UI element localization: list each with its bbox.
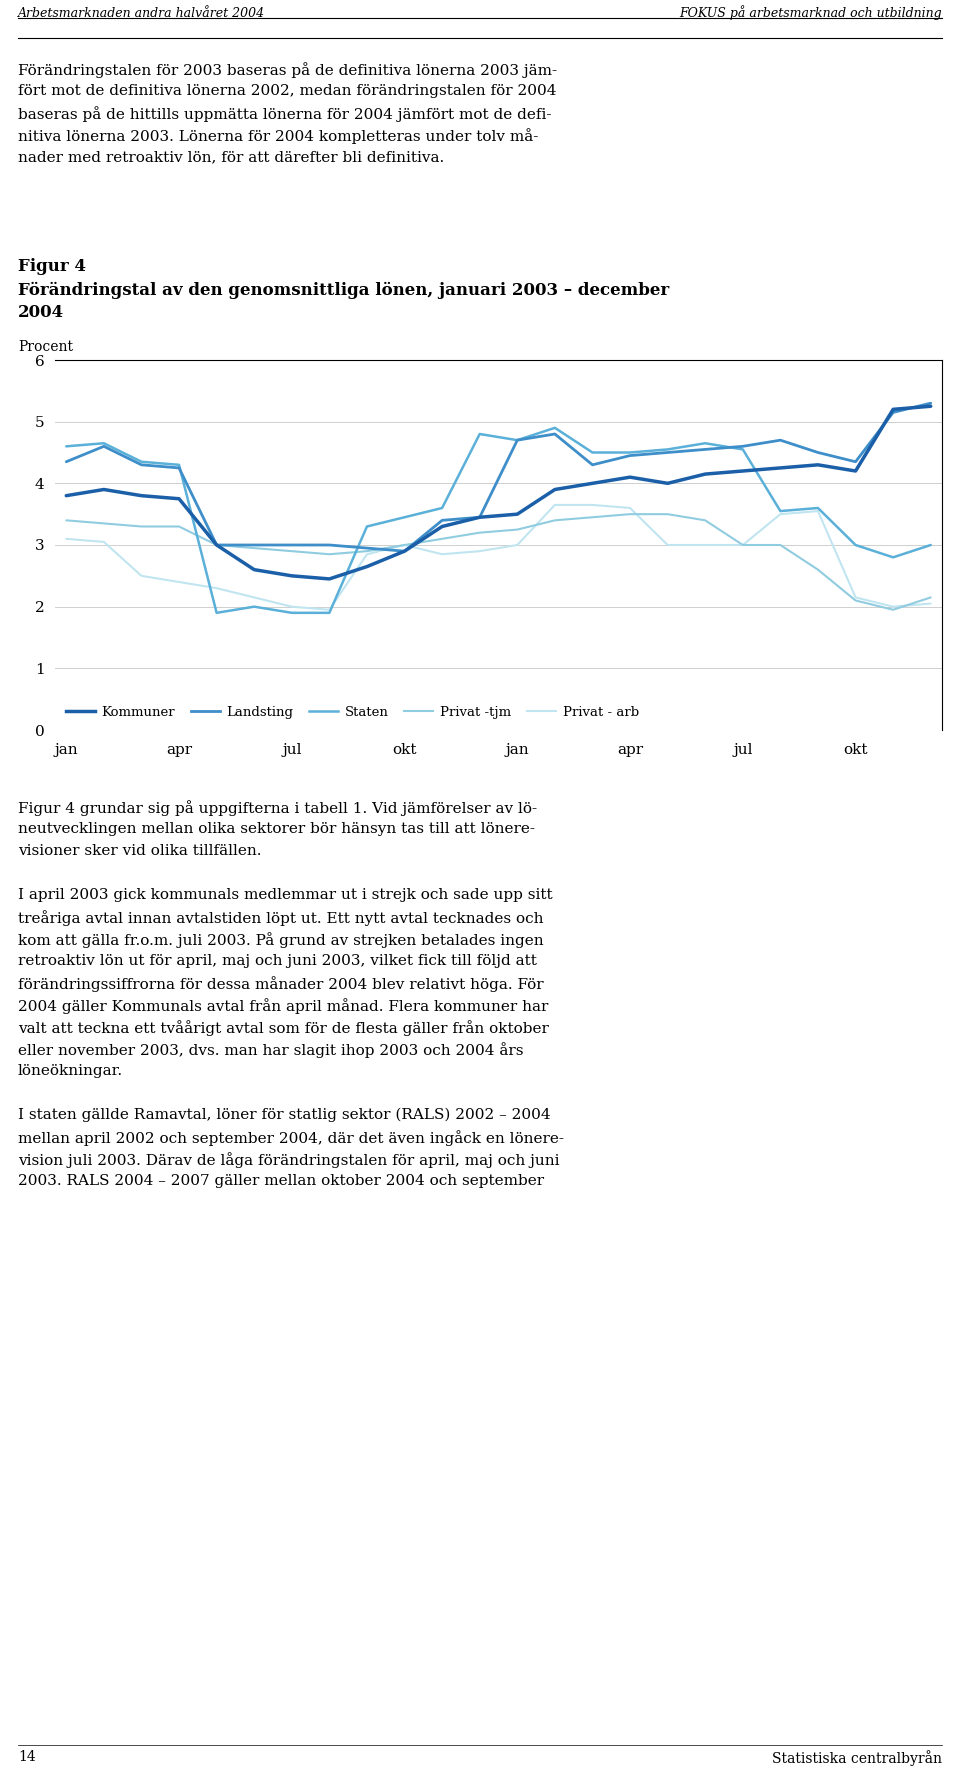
Text: nitiva lönerna 2003. Lönerna för 2004 kompletteras under tolv må-: nitiva lönerna 2003. Lönerna för 2004 ko… <box>18 128 539 144</box>
Text: neutvecklingen mellan olika sektorer bör hänsyn tas till att lönere-: neutvecklingen mellan olika sektorer bör… <box>18 823 535 837</box>
Text: eller november 2003, dvs. man har slagit ihop 2003 och 2004 års: eller november 2003, dvs. man har slagit… <box>18 1043 523 1058</box>
Text: Förändringstalen för 2003 baseras på de definitiva lönerna 2003 jäm-: Förändringstalen för 2003 baseras på de … <box>18 62 557 78</box>
Text: kom att gälla fr.o.m. juli 2003. På grund av strejken betalades ingen: kom att gälla fr.o.m. juli 2003. På grun… <box>18 933 543 949</box>
Text: baseras på de hittills uppmätta lönerna för 2004 jämfört mot de defi-: baseras på de hittills uppmätta lönerna … <box>18 106 551 122</box>
Text: 14: 14 <box>18 1750 36 1764</box>
Text: fört mot de definitiva lönerna 2002, medan förändringstalen för 2004: fört mot de definitiva lönerna 2002, med… <box>18 83 557 98</box>
Text: 2003. RALS 2004 – 2007 gäller mellan oktober 2004 och september: 2003. RALS 2004 – 2007 gäller mellan okt… <box>18 1174 544 1188</box>
Text: Statistiska centralbyrån: Statistiska centralbyrån <box>772 1750 942 1766</box>
Text: löneökningar.: löneökningar. <box>18 1064 123 1078</box>
Text: vision juli 2003. Därav de låga förändringstalen för april, maj och juni: vision juli 2003. Därav de låga förändri… <box>18 1152 560 1168</box>
Text: visioner sker vid olika tillfällen.: visioner sker vid olika tillfällen. <box>18 844 261 858</box>
Text: Figur 4 grundar sig på uppgifterna i tabell 1. Vid jämförelser av lö-: Figur 4 grundar sig på uppgifterna i tab… <box>18 800 538 816</box>
Text: mellan april 2002 och september 2004, där det även ingåck en lönere-: mellan april 2002 och september 2004, dä… <box>18 1129 564 1145</box>
Text: FOKUS på arbetsmarknad och utbildning: FOKUS på arbetsmarknad och utbildning <box>680 5 942 20</box>
Legend: Kommuner, Landsting, Staten, Privat -tjm, Privat - arb: Kommuner, Landsting, Staten, Privat -tjm… <box>61 702 643 723</box>
Text: valt att teckna ett tvåårigt avtal som för de flesta gäller från oktober: valt att teckna ett tvåårigt avtal som f… <box>18 1019 549 1035</box>
Text: Procent: Procent <box>18 340 73 355</box>
Text: nader med retroaktiv lön, för att därefter bli definitiva.: nader med retroaktiv lön, för att däreft… <box>18 151 444 163</box>
Text: Figur 4: Figur 4 <box>18 259 86 275</box>
Text: retroaktiv lön ut för april, maj och juni 2003, vilket fick till följd att: retroaktiv lön ut för april, maj och jun… <box>18 954 537 968</box>
Text: Arbetsmarknaden andra halvåret 2004: Arbetsmarknaden andra halvåret 2004 <box>18 7 265 20</box>
Text: treåriga avtal innan avtalstiden löpt ut. Ett nytt avtal tecknades och: treåriga avtal innan avtalstiden löpt ut… <box>18 910 543 926</box>
Text: förändringssiffrorna för dessa månader 2004 blev relativt höga. För: förändringssiffrorna för dessa månader 2… <box>18 975 543 991</box>
Text: I april 2003 gick kommunals medlemmar ut i strejk och sade upp sitt: I april 2003 gick kommunals medlemmar ut… <box>18 888 553 902</box>
Text: Förändringstal av den genomsnittliga lönen, januari 2003 – december
2004: Förändringstal av den genomsnittliga lön… <box>18 282 669 321</box>
Text: I staten gällde Ramavtal, löner för statlig sektor (RALS) 2002 – 2004: I staten gällde Ramavtal, löner för stat… <box>18 1108 551 1122</box>
Text: 2004 gäller Kommunals avtal från april månad. Flera kommuner har: 2004 gäller Kommunals avtal från april m… <box>18 998 548 1014</box>
